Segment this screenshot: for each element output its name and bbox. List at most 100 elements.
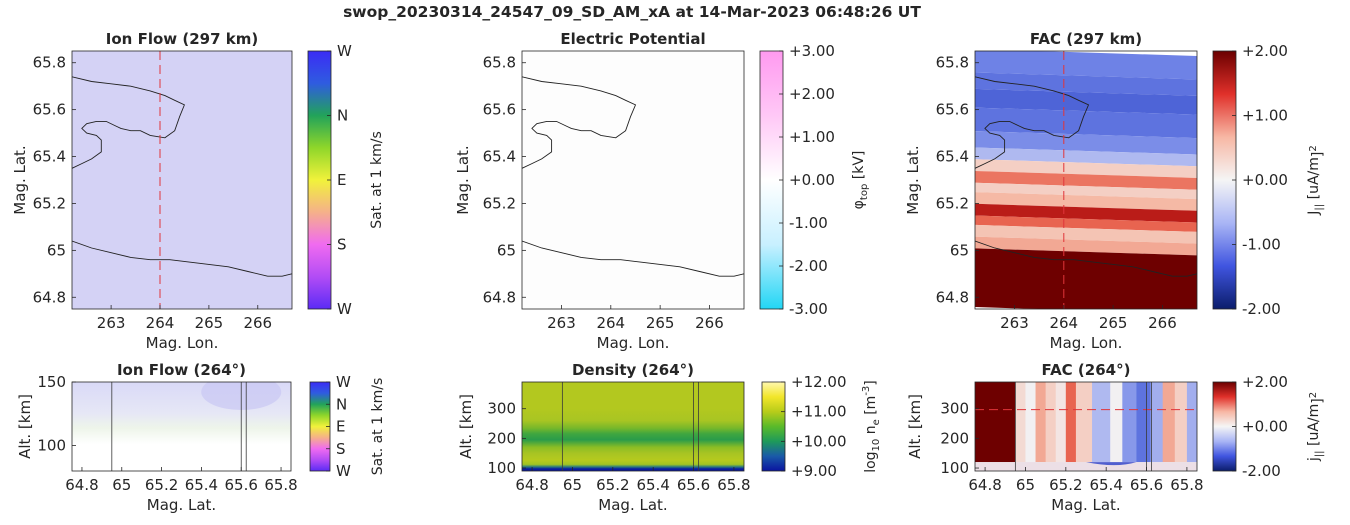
y-tick-label: 65: [950, 241, 969, 259]
fac-column: [1065, 382, 1077, 463]
plot-area: [522, 382, 744, 471]
colorbar-label: Sat. at 1 km/s: [369, 131, 385, 229]
colorbar-tick-label: +12.00: [791, 373, 847, 391]
x-tick-label: 65: [112, 476, 131, 494]
subplot-ion-flow-profile: 64.8 65 65.2 65.4 65.6 65.8 100 150 Ion Flow (26…: [16, 361, 386, 514]
y-tick-label: 65.4: [483, 148, 516, 166]
x-tick-label: 65.2: [145, 476, 178, 494]
colorbar-tick-label: +9.00: [791, 462, 837, 480]
x-tick-label: 264: [146, 314, 175, 332]
y-tick-label: 65.2: [483, 194, 516, 212]
y-tick-label: 65.4: [33, 148, 66, 166]
colorbar-tick-label: S: [336, 440, 346, 458]
x-tick-label: 266: [1148, 314, 1177, 332]
y-tick-label: 65.8: [483, 54, 516, 72]
x-tick-label: 65.8: [264, 476, 297, 494]
y-tick-label: 300: [487, 400, 516, 418]
y-tick-label: 64.8: [33, 288, 66, 306]
x-tick-label: 65.6: [1130, 476, 1163, 494]
fac-column: [1075, 382, 1093, 463]
fac-column: [1110, 382, 1123, 463]
colorbar-tick-label: W: [336, 462, 351, 480]
y-axis-label: Mag. Lat.: [904, 145, 922, 214]
x-tick-label: 266: [243, 314, 272, 332]
boundary-south: [975, 240, 1197, 277]
axes-frame: [521, 381, 745, 472]
x-tick-label: 65: [1016, 476, 1035, 494]
fac-band: [975, 170, 1197, 190]
x-tick-label: 265: [195, 314, 224, 332]
colorbar-tick-label: W: [337, 300, 352, 318]
fac-column: [1092, 382, 1111, 463]
x-tick-label: 65: [563, 476, 582, 494]
y-tick-label: 100: [940, 459, 969, 477]
colorbar-tick-label: -1.00: [1242, 236, 1281, 254]
x-tick-label: 65.4: [1089, 476, 1122, 494]
colorbar-tick-label: W: [337, 42, 352, 60]
subplot-electric-potential-map: 263 264 265 266 64.8 65 65.2 65.4 65.6 65.8 Electr…: [454, 30, 870, 352]
fac-column: [1025, 382, 1037, 463]
x-tick-label: 264: [596, 314, 625, 332]
subplot-title: Ion Flow (297 km): [106, 30, 258, 48]
x-axis-label: Mag. Lat.: [147, 496, 216, 514]
x-axis-label: Mag. Lon.: [146, 334, 219, 352]
y-tick-label: 65.6: [936, 101, 969, 119]
x-tick-label: 65.2: [596, 476, 629, 494]
boundary-north: [72, 76, 185, 169]
fac-column: [1055, 382, 1067, 463]
colorbar-tick-label: E: [337, 171, 346, 189]
subplot-title: FAC (297 km): [1030, 30, 1142, 48]
colorbar-label: j|| [uA/m]2: [1306, 392, 1326, 462]
low-current: [1086, 462, 1137, 466]
subplot-title: Electric Potential: [560, 30, 705, 48]
x-tick-label: 65.6: [677, 476, 710, 494]
fac-band: [975, 215, 1197, 232]
y-tick-label: 100: [37, 437, 66, 455]
x-tick-label: 263: [547, 314, 576, 332]
fac-column: [1174, 382, 1188, 463]
x-tick-label: 265: [1099, 314, 1128, 332]
plot-area: [72, 382, 291, 471]
figure-title: swop_20230314_24547_09_SD_AM_xA at 14-Ma…: [343, 3, 921, 21]
x-tick-label: 64.8: [515, 476, 548, 494]
y-tick-label: 65: [47, 241, 66, 259]
fac-column: [1122, 382, 1137, 463]
fac-column: [1011, 382, 1016, 463]
x-tick-label: 266: [695, 314, 724, 332]
y-tick-label: 65.4: [936, 148, 969, 166]
colorbar-tick-label: +1.00: [1242, 107, 1288, 125]
fac-column: [1186, 382, 1197, 463]
x-tick-label: 65.6: [225, 476, 258, 494]
y-axis-label: Mag. Lat.: [454, 145, 472, 214]
colorbar-tick-label: -2.00: [1242, 462, 1281, 480]
y-tick-label: 200: [487, 429, 516, 447]
colorbar-label: log10 ne [m-3]: [861, 380, 882, 473]
x-axis-label: Mag. Lat.: [598, 496, 667, 514]
x-tick-label: 65.8: [1170, 476, 1203, 494]
fac-band: [975, 147, 1197, 167]
x-tick-label: 65.8: [717, 476, 750, 494]
axes-frame: [974, 381, 1198, 472]
plot-area: [975, 51, 1197, 309]
fac-band: [975, 88, 1197, 115]
x-tick-label: 263: [97, 314, 126, 332]
heatmap-fill: [522, 51, 744, 309]
y-tick-label: 64.8: [483, 288, 516, 306]
plot-area: [522, 51, 744, 309]
x-tick-label: 64.8: [65, 476, 98, 494]
y-tick-label: 150: [37, 373, 66, 391]
fac-band: [975, 224, 1197, 244]
fac-band: [975, 203, 1197, 223]
y-tick-label: 200: [940, 429, 969, 447]
subplot-title: FAC (264°): [1042, 361, 1131, 379]
x-tick-label: 64.8: [968, 476, 1001, 494]
colorbar-tick-label: +2.00: [1242, 373, 1288, 391]
colorbar-tick-label: -1.00: [789, 214, 828, 232]
subplot-title: Density (264°): [572, 361, 694, 379]
y-tick-label: 100: [487, 459, 516, 477]
fac-column: [1162, 382, 1176, 463]
x-tick-label: 65.2: [1049, 476, 1082, 494]
x-axis-label: Mag. Lon.: [1050, 334, 1123, 352]
plot-area: [72, 51, 292, 309]
